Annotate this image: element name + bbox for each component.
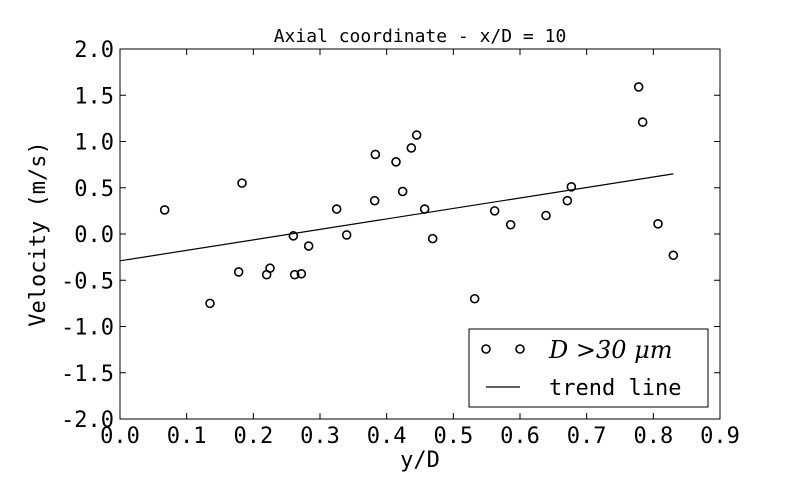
data-point [265, 263, 275, 274]
data-point [637, 117, 648, 127]
legend-label-scatter: D >30 μm [548, 336, 673, 364]
data-point [419, 204, 430, 214]
data-point [541, 210, 551, 221]
data-point [397, 186, 408, 197]
x-tick-label: 0.8 [633, 424, 673, 449]
data-point [668, 250, 679, 261]
y-tick-label: 0.0 [74, 223, 114, 248]
data-point [406, 143, 417, 153]
legend-marker [481, 344, 491, 354]
data-point [653, 219, 663, 229]
data-point [469, 293, 480, 304]
data-point [562, 195, 573, 206]
y-tick-label: -2.0 [61, 408, 114, 433]
data-point [159, 205, 170, 215]
x-tick-label: 0.4 [367, 424, 407, 449]
chart-title: Axial coordinate - x/D = 10 [274, 26, 567, 47]
legend-marker [515, 344, 525, 354]
data-point [331, 204, 342, 214]
trend-line [119, 173, 674, 262]
x-tick-label: 0.7 [567, 424, 607, 449]
data-point [341, 230, 352, 240]
data-point [237, 178, 247, 188]
y-tick-label: 1.5 [74, 84, 114, 109]
data-point [369, 195, 380, 206]
x-tick-label: 0.3 [300, 424, 340, 449]
y-tick-label: 0.5 [74, 177, 114, 202]
x-tick-label: 0.6 [500, 424, 540, 449]
legend-label-trend: trend line [549, 376, 681, 401]
data-point [205, 298, 215, 309]
data-point [633, 82, 644, 92]
y-tick-label: 1.0 [74, 131, 114, 156]
y-tick-label: -1.5 [61, 362, 114, 387]
y-tick-label: -1.0 [61, 316, 114, 341]
data-point [296, 268, 307, 279]
y-tick-label: -0.5 [61, 269, 114, 294]
data-point [233, 267, 244, 277]
y-tick-label: 2.0 [74, 38, 114, 63]
data-point [391, 157, 401, 167]
x-tick-label: 0.9 [700, 424, 740, 449]
x-axis-label: y/D [400, 448, 440, 473]
data-point [303, 241, 314, 251]
data-point [288, 231, 299, 241]
data-marks [119, 82, 679, 309]
data-point [489, 206, 500, 216]
x-tick-label: 0.1 [167, 424, 207, 449]
data-point [566, 182, 577, 192]
data-point [370, 149, 381, 160]
x-tick-label: 0.2 [233, 424, 273, 449]
data-point [289, 269, 300, 280]
data-point [505, 219, 516, 230]
x-tick-label: 0.5 [433, 424, 473, 449]
legend-box [468, 328, 709, 408]
axis-ticks: 0.0 0.1 0.2 0.3 0.4 0.5 0.6 0.7 0.8 0.9 -2.0 -1.5 -1… [61, 38, 740, 449]
data-point [427, 233, 438, 244]
x-tick-label: 0.0 [100, 424, 140, 449]
legend: D >30 μm trend line [468, 328, 709, 408]
data-point [411, 130, 422, 140]
y-axis-label: Velocity (m/s) [26, 141, 51, 326]
